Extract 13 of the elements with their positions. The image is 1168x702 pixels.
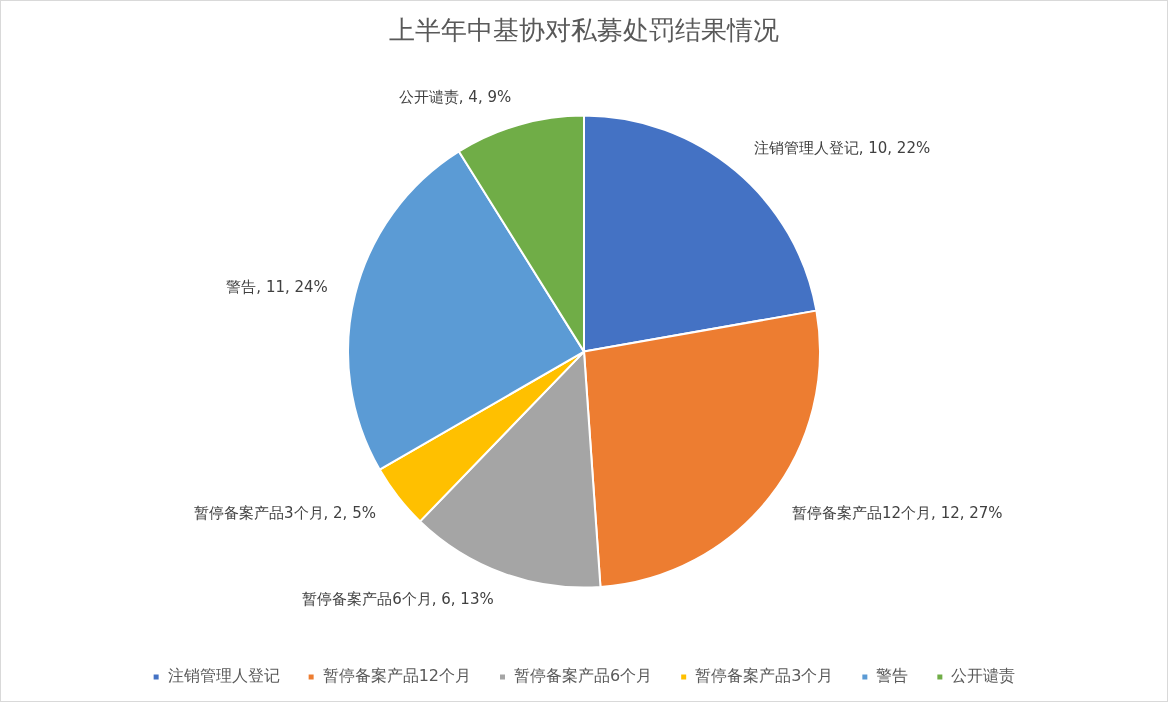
legend-label: 暂停备案产品12个月 [322,666,471,686]
data-label: 公开谴责, 4, 9% [398,87,512,106]
legend-label: 暂停备案产品3个月 [695,666,834,686]
data-label: 警告, 11, 24% [226,277,328,296]
data-label: 暂停备案产品3个月, 2, 5% [194,504,376,523]
data-label: 注销管理人登记, 10, 22% [753,139,931,158]
legend-label: 注销管理人登记 [167,666,280,686]
data-label: 暂停备案产品6个月, 6, 13% [302,589,494,608]
legend-label: 警告 [876,666,909,686]
chart-title: 上半年中基协对私募处罚结果情况 [389,15,779,46]
data-label: 暂停备案产品12个月, 12, 27% [792,504,1003,523]
legend-label: 暂停备案产品6个月 [514,666,653,686]
legend-label: 公开谴责 [951,666,1016,686]
